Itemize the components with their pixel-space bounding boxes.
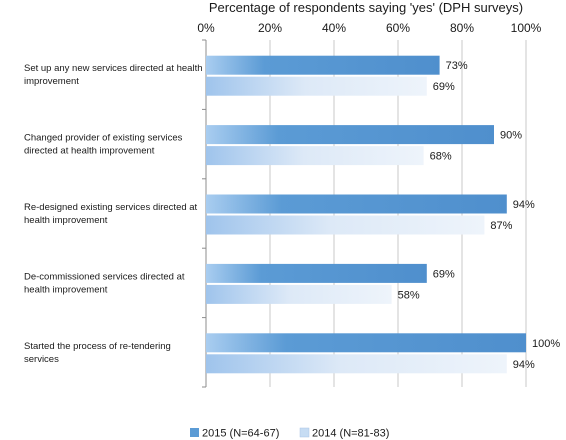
- legend: 2015 (N=64-67) 2014 (N=81-83): [190, 428, 389, 440]
- category-label: directed at health improvement: [24, 146, 155, 157]
- bar-2015: [206, 263, 427, 283]
- bar-2015: [206, 55, 440, 75]
- data-label: 73%: [446, 60, 468, 72]
- x-tick-label: 100%: [511, 21, 542, 35]
- bar-2014: [206, 215, 485, 235]
- category-label: Re-designed existing services directed a…: [24, 202, 198, 213]
- bar-2014: [206, 354, 507, 374]
- x-tick-label: 60%: [386, 21, 410, 35]
- chart-title: Percentage of respondents saying 'yes' (…: [209, 0, 523, 15]
- data-label: 68%: [430, 151, 452, 163]
- x-axis-ticks: 0% 20% 40% 60% 80% 100%: [197, 21, 541, 35]
- category-label: De-commissioned services directed at: [24, 271, 185, 282]
- data-label: 90%: [500, 130, 522, 142]
- legend-label: 2014 (N=81-83): [312, 428, 389, 440]
- data-label: 58%: [398, 289, 420, 301]
- legend-swatch: [190, 428, 199, 437]
- bar-2014: [206, 284, 392, 304]
- legend-label: 2015 (N=64-67): [202, 428, 279, 440]
- x-tick-label: 20%: [258, 21, 282, 35]
- x-tick-label: 40%: [322, 21, 346, 35]
- category-labels: Set up any new services directed at heal…: [24, 63, 203, 365]
- x-tick-label: 80%: [450, 21, 474, 35]
- bar-2014: [206, 76, 427, 96]
- category-label: Set up any new services directed at heal…: [24, 63, 203, 74]
- bars: 73%69%90%68%94%87%69%58%100%94%: [206, 55, 560, 374]
- x-tick-label: 0%: [197, 21, 215, 35]
- bar-2014: [206, 146, 424, 166]
- data-label: 94%: [513, 199, 535, 211]
- data-label: 69%: [433, 268, 455, 280]
- legend-swatch: [299, 427, 310, 438]
- category-label: health improvement: [24, 215, 108, 226]
- category-label: Started the process of re-tendering: [24, 341, 171, 352]
- bar-2015: [206, 333, 526, 353]
- data-label: 94%: [513, 359, 535, 371]
- category-label: health improvement: [24, 284, 108, 295]
- category-label: services: [24, 354, 59, 365]
- category-label: improvement: [24, 76, 79, 87]
- category-label: Changed provider of existing services: [24, 133, 183, 144]
- data-label: 69%: [433, 81, 455, 93]
- bar-2015: [206, 194, 507, 214]
- data-label: 87%: [490, 220, 512, 232]
- data-label: 100%: [532, 338, 560, 350]
- bar-2015: [206, 125, 494, 145]
